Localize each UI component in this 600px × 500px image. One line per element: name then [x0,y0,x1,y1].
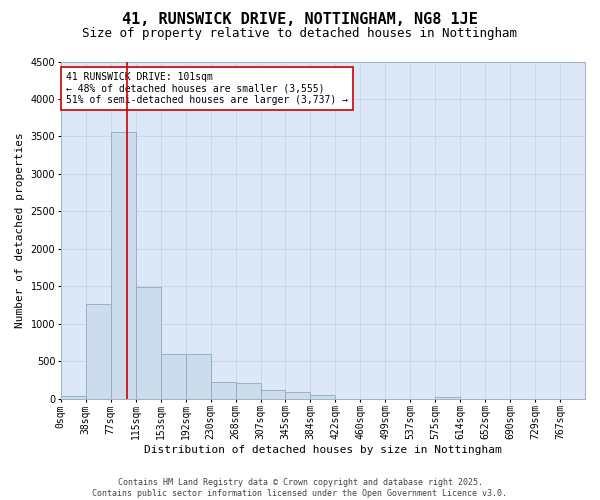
Text: Size of property relative to detached houses in Nottingham: Size of property relative to detached ho… [83,28,517,40]
Bar [236,382,260,398]
Bar [260,390,286,398]
Bar [286,392,310,398]
Bar [435,397,460,398]
X-axis label: Distribution of detached houses by size in Nottingham: Distribution of detached houses by size … [144,445,502,455]
Bar [310,394,335,398]
Bar [86,304,111,398]
Bar [111,132,136,398]
Text: 41 RUNSWICK DRIVE: 101sqm
← 48% of detached houses are smaller (3,555)
51% of se: 41 RUNSWICK DRIVE: 101sqm ← 48% of detac… [66,72,348,105]
Y-axis label: Number of detached properties: Number of detached properties [15,132,25,328]
Bar [211,382,236,398]
Text: 41, RUNSWICK DRIVE, NOTTINGHAM, NG8 1JE: 41, RUNSWICK DRIVE, NOTTINGHAM, NG8 1JE [122,12,478,28]
Bar [61,396,86,398]
Bar [161,354,185,399]
Bar [185,354,211,399]
Text: Contains HM Land Registry data © Crown copyright and database right 2025.
Contai: Contains HM Land Registry data © Crown c… [92,478,508,498]
Bar [136,287,161,399]
